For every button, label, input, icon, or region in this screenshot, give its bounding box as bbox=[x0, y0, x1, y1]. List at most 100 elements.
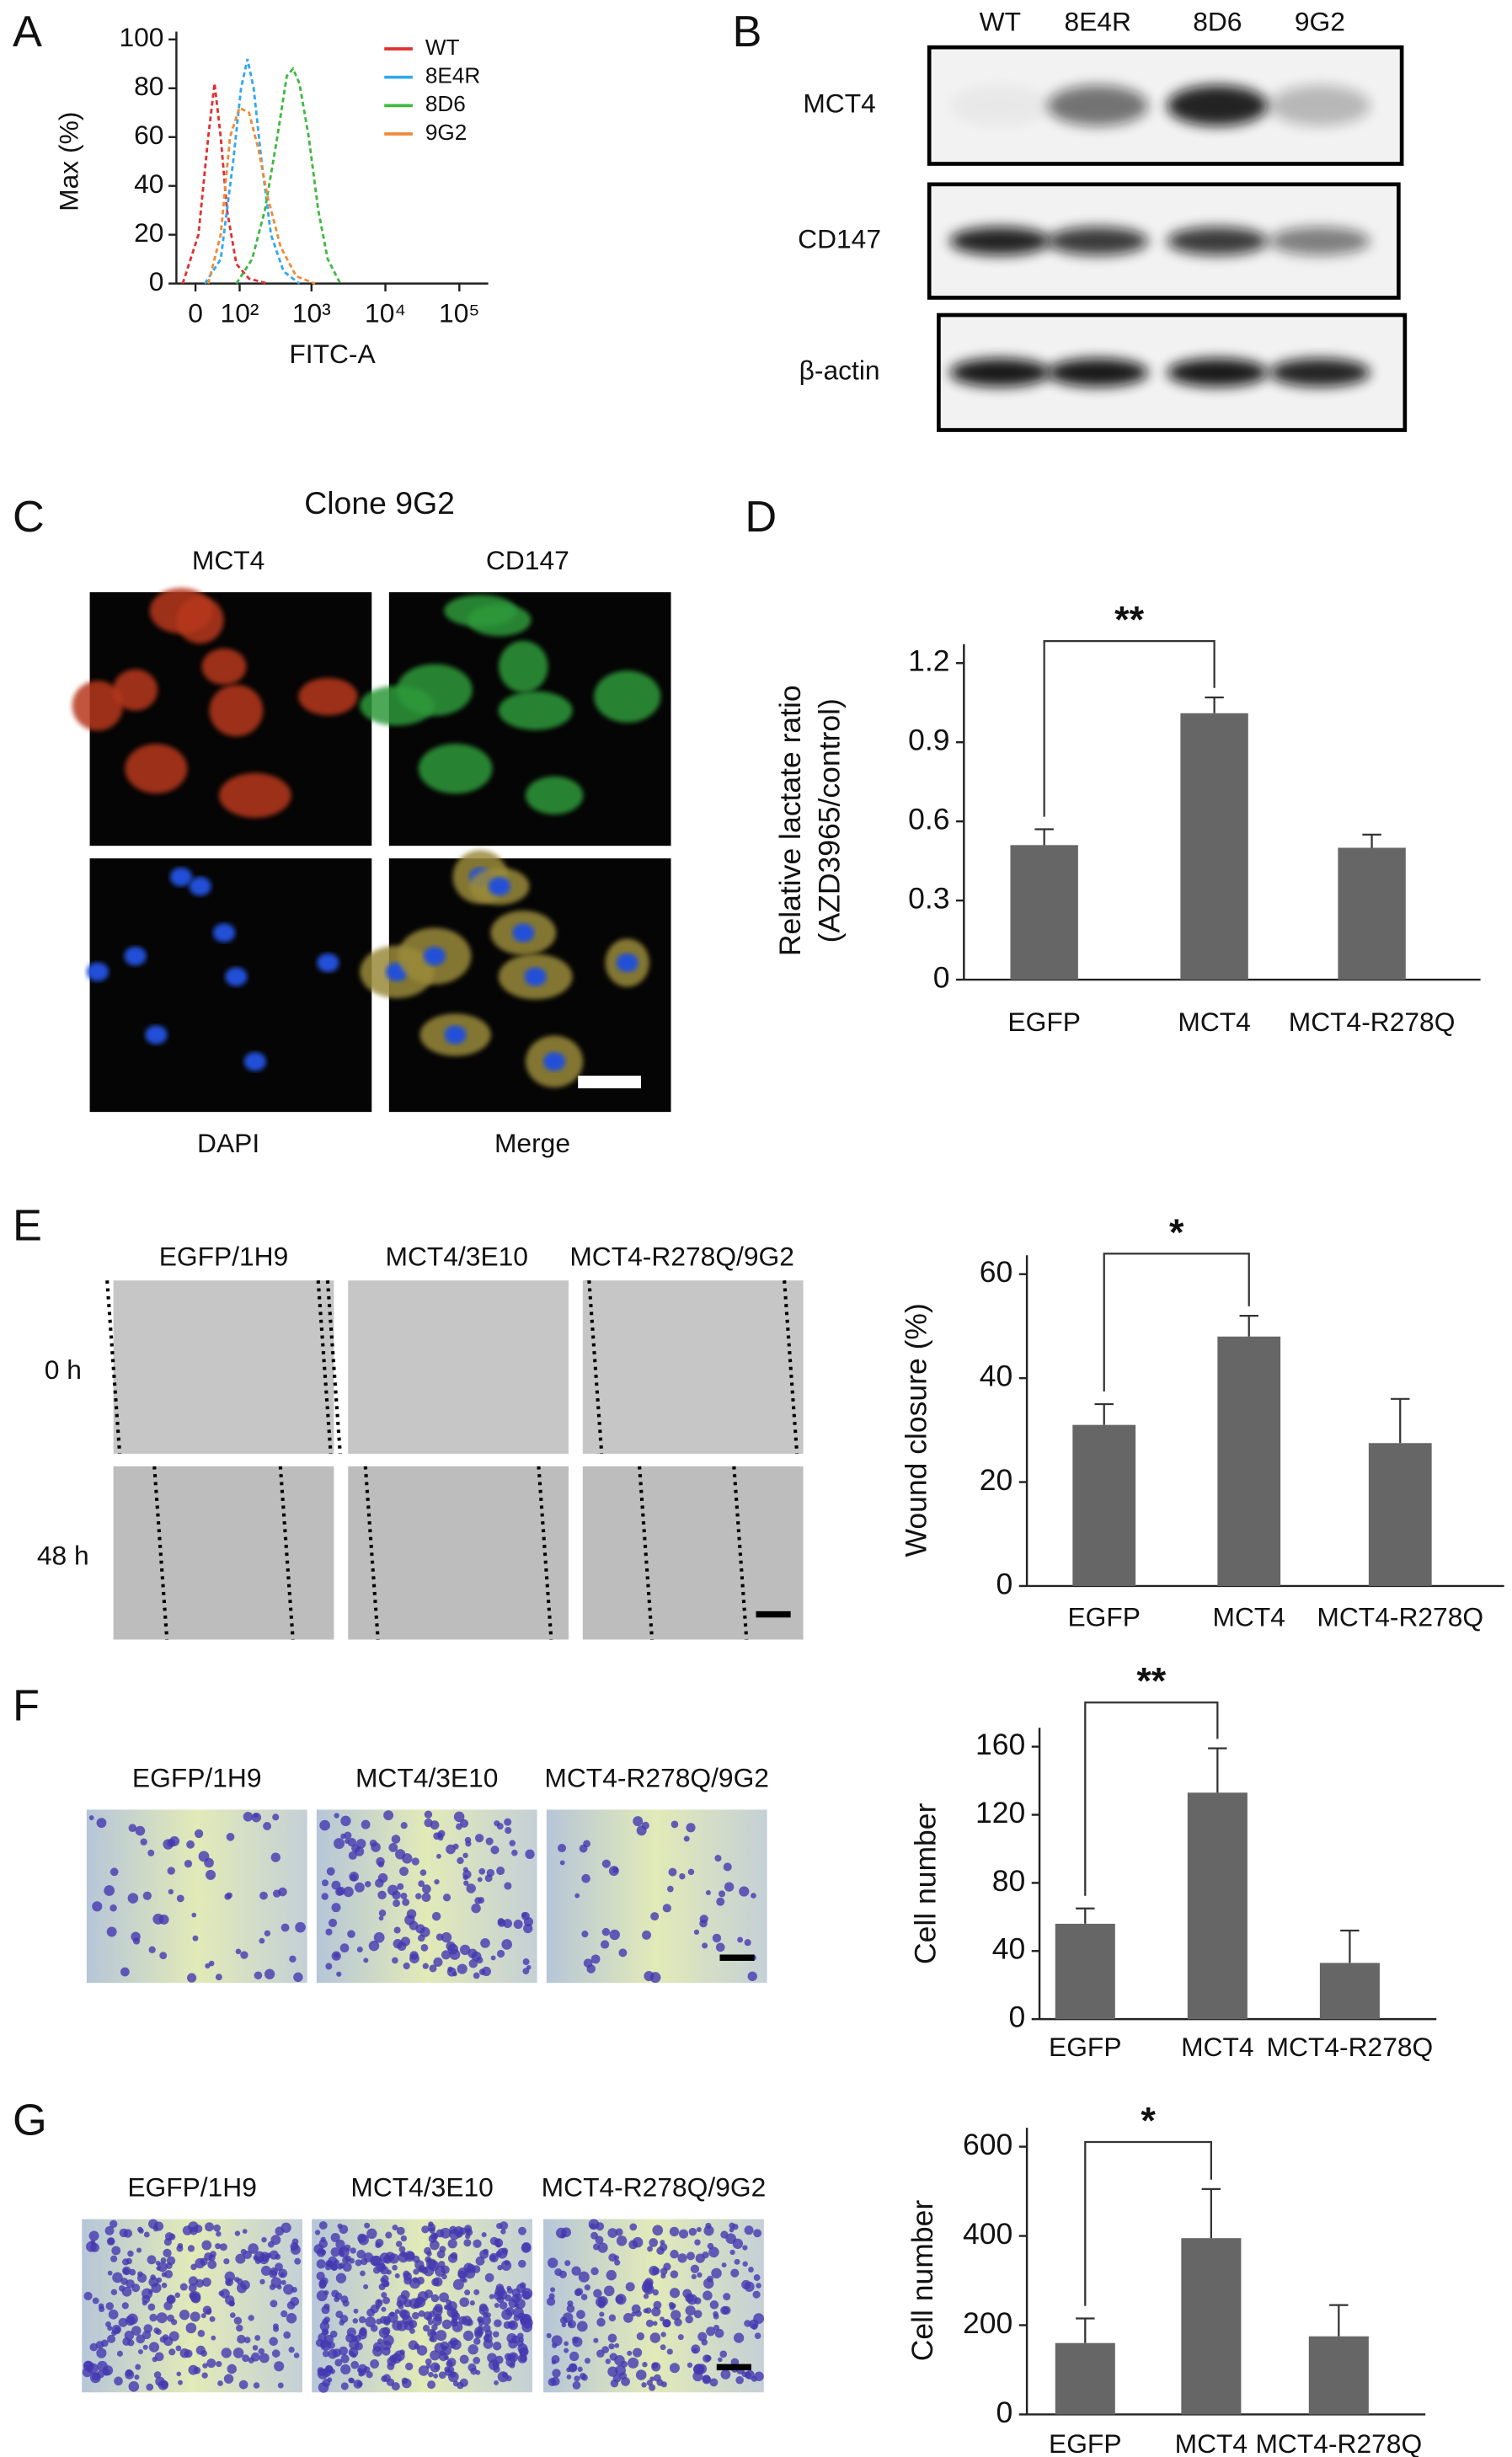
cell-dot bbox=[691, 2344, 701, 2354]
cell-dot bbox=[375, 1878, 384, 1888]
cell-dot bbox=[102, 2365, 114, 2376]
cell-dot bbox=[134, 2374, 140, 2380]
cell-dot bbox=[599, 2311, 605, 2317]
cell-dot bbox=[161, 2272, 167, 2278]
cell-dot bbox=[358, 2315, 366, 2324]
cell-dot bbox=[136, 2334, 146, 2344]
cell-dot bbox=[616, 2235, 628, 2246]
cell-dot bbox=[236, 2278, 243, 2285]
cell-dot bbox=[325, 1928, 333, 1936]
cell-dot bbox=[171, 2319, 178, 2326]
cell-dot bbox=[649, 1972, 661, 1984]
cell-dot bbox=[465, 2227, 472, 2235]
image-label: EGFP/1H9 bbox=[127, 2171, 257, 2202]
cell-dot bbox=[396, 2226, 405, 2235]
cell-dot bbox=[372, 2266, 381, 2274]
cell-dot bbox=[142, 1891, 152, 1900]
cell-dot bbox=[459, 2297, 470, 2307]
cell-dot bbox=[226, 1832, 235, 1841]
cell-dot bbox=[237, 2283, 247, 2294]
cell-dot bbox=[270, 1852, 280, 1862]
cell-dot bbox=[475, 2256, 485, 2266]
cell-dot bbox=[86, 2241, 97, 2252]
wound-edge bbox=[587, 1280, 604, 1455]
cell bbox=[201, 648, 247, 686]
cell-dot bbox=[352, 2318, 359, 2324]
significance-bracket bbox=[1103, 1253, 1250, 1392]
cell-dot bbox=[339, 2346, 348, 2356]
cell-dot bbox=[687, 1868, 695, 1876]
cell-dot bbox=[744, 2281, 755, 2292]
cell-dot bbox=[195, 2257, 206, 2269]
cell-dot bbox=[378, 1909, 387, 1917]
cell-dot bbox=[335, 2239, 345, 2250]
y-tick-label: 40 bbox=[992, 1932, 1026, 1966]
cell-dot bbox=[724, 1882, 735, 1892]
cell-dot bbox=[473, 1972, 480, 1979]
cell-dot bbox=[503, 2321, 511, 2329]
cell-dot bbox=[441, 1931, 452, 1943]
cell-dot bbox=[518, 2226, 526, 2235]
image-label: EGFP/1H9 bbox=[132, 1762, 262, 1792]
cell-dot bbox=[388, 1843, 398, 1852]
cell-dot bbox=[403, 1962, 410, 1970]
cell-dot bbox=[409, 2327, 415, 2334]
cell-dot bbox=[452, 2278, 464, 2290]
cell-dot bbox=[447, 2239, 457, 2249]
cell-dot bbox=[484, 2273, 494, 2283]
cell-dot bbox=[576, 2310, 585, 2320]
cell-dot bbox=[504, 1818, 512, 1826]
cell-dot bbox=[324, 2264, 332, 2271]
wound-image bbox=[348, 1280, 569, 1454]
cell-dot bbox=[559, 1860, 565, 1866]
cell-dot bbox=[252, 2345, 259, 2351]
cell-dot bbox=[600, 1940, 610, 1949]
cell-dot bbox=[723, 1862, 732, 1872]
cell bbox=[499, 640, 548, 693]
wound-edge bbox=[278, 1466, 295, 1640]
cell-dot bbox=[378, 2262, 385, 2269]
cell-dot bbox=[522, 1958, 530, 1966]
cell-dot bbox=[395, 2241, 403, 2247]
cell-dot bbox=[590, 1954, 601, 1964]
cell-dot bbox=[645, 2319, 654, 2327]
cell-dot bbox=[261, 2236, 267, 2243]
legend-label: 8D6 bbox=[425, 91, 466, 116]
cell-dot bbox=[347, 1930, 355, 1938]
cell-dot bbox=[702, 1942, 708, 1949]
cell-dot bbox=[583, 1840, 590, 1848]
cell-dot bbox=[474, 1897, 482, 1904]
cell-dot bbox=[494, 2355, 504, 2364]
cell-dot bbox=[274, 2361, 285, 2372]
bar bbox=[1217, 1336, 1281, 1586]
cell-dot bbox=[331, 1951, 341, 1961]
band bbox=[1047, 85, 1149, 126]
cell-dot bbox=[290, 2297, 300, 2306]
band bbox=[1167, 358, 1269, 387]
cell-dot bbox=[674, 2318, 682, 2326]
cell-dot bbox=[184, 2349, 193, 2358]
cell-dot bbox=[519, 2282, 526, 2289]
cell-dot bbox=[88, 1815, 94, 1820]
cell-dot bbox=[288, 2347, 295, 2353]
cell-dot bbox=[490, 1845, 500, 1855]
cell-dot bbox=[276, 2284, 282, 2290]
cell-dot bbox=[259, 2353, 270, 2364]
cell-dot bbox=[714, 2328, 724, 2338]
cell-dot bbox=[376, 1856, 385, 1867]
wound-edge bbox=[783, 1280, 799, 1455]
nucleus bbox=[124, 946, 147, 966]
cell-dot bbox=[137, 2348, 143, 2354]
cell-dot bbox=[283, 2283, 294, 2295]
cell-dot bbox=[478, 2317, 484, 2323]
cell-dot bbox=[559, 2316, 568, 2324]
y-tick-label: 0 bbox=[996, 1567, 1013, 1600]
cell-dot bbox=[473, 2337, 481, 2345]
cell-dot bbox=[328, 2256, 338, 2267]
cell-dot bbox=[438, 2371, 446, 2380]
cell bbox=[209, 684, 264, 737]
cell bbox=[176, 596, 224, 644]
cell-dot bbox=[116, 2350, 123, 2357]
cell-dot bbox=[216, 2360, 222, 2368]
cell-dot bbox=[149, 2313, 158, 2322]
